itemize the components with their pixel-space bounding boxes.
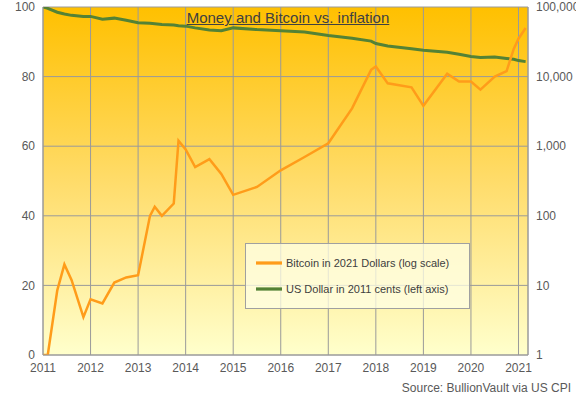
svg-text:10,000: 10,000 (536, 70, 568, 84)
svg-text:10: 10 (536, 279, 550, 293)
svg-text:2021: 2021 (505, 361, 532, 375)
svg-text:100: 100 (536, 209, 556, 223)
svg-text:100: 100 (15, 0, 35, 14)
html-text:Bitcoin in 2021 Dollars (log s: Bitcoin in 2021 Dollars (log scale) (286, 257, 450, 270)
svg-text:1,000: 1,000 (536, 139, 566, 153)
html-text:Money and Bitcoin vs. inflatio: Money and Bitcoin vs. inflation (186, 9, 390, 26)
svg-text:100,000: 100,000 (536, 0, 568, 14)
svg-text:2014: 2014 (172, 361, 199, 375)
svg-text:0: 0 (28, 348, 35, 362)
html-text:Source: BullionVault via US CP: Source: BullionVault via US CPI (401, 381, 571, 395)
svg-text:2013: 2013 (125, 361, 152, 375)
svg-text:20: 20 (22, 279, 36, 293)
svg-text:2012: 2012 (77, 361, 104, 375)
svg-text:2016: 2016 (267, 361, 294, 375)
svg-text:2019: 2019 (410, 361, 437, 375)
svg-text:1: 1 (536, 348, 543, 362)
svg-text:2011: 2011 (30, 361, 56, 375)
html-text:US Dollar in 2011 cents (left: US Dollar in 2011 cents (left axis) (286, 283, 449, 296)
svg-text:2015: 2015 (220, 361, 247, 375)
svg-text:60: 60 (22, 139, 36, 153)
svg-text:2017: 2017 (315, 361, 342, 375)
svg-text:40: 40 (22, 209, 36, 223)
svg-text:2018: 2018 (362, 361, 389, 375)
svg-text:2020: 2020 (458, 361, 485, 375)
svg-text:80: 80 (22, 70, 36, 84)
